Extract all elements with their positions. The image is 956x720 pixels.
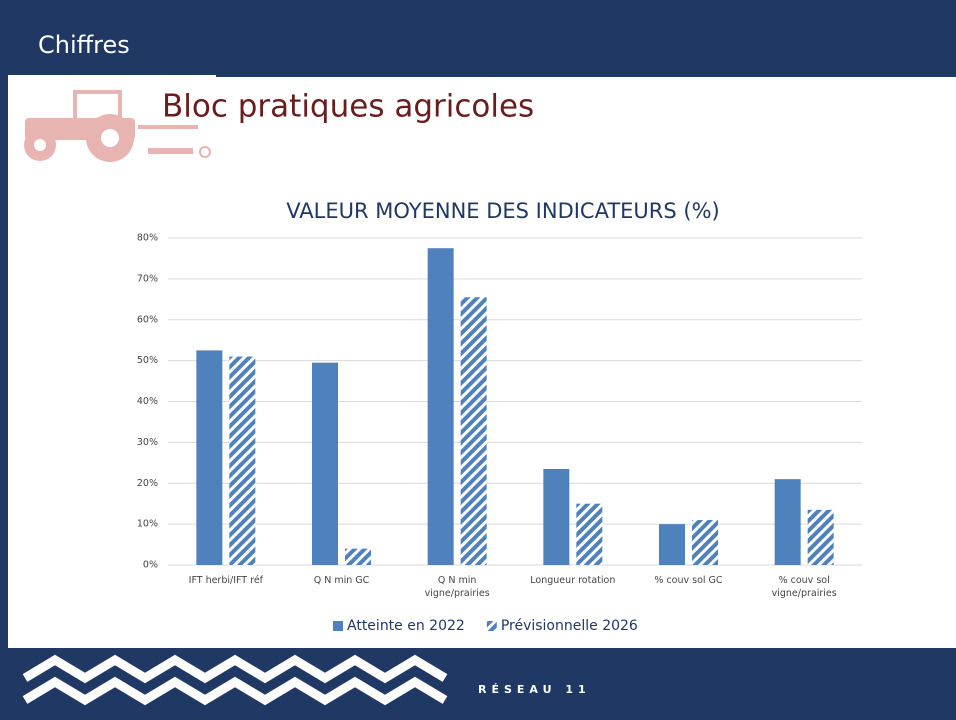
y-tick-label: 0% xyxy=(143,560,158,571)
bar xyxy=(659,524,685,565)
y-tick-label: 50% xyxy=(137,355,158,366)
legend-label: Atteinte en 2022 xyxy=(347,618,465,634)
x-tick-label: IFT herbi/IFT réf xyxy=(188,575,264,586)
footer-zigzag xyxy=(22,654,448,684)
footer-zigzag xyxy=(22,676,448,706)
left-border xyxy=(0,0,8,720)
bar xyxy=(807,509,834,565)
y-tick-label: 30% xyxy=(137,437,158,448)
x-tick-label: Q N min vigne/prairies xyxy=(424,575,490,599)
bar xyxy=(692,520,718,565)
bar xyxy=(427,248,454,565)
bar xyxy=(460,297,487,565)
bar xyxy=(345,548,371,565)
y-tick-label: 60% xyxy=(137,314,158,325)
y-tick-label: 40% xyxy=(137,396,158,407)
y-tick-label: 10% xyxy=(137,519,158,530)
slide-title: Bloc pratiques agricoles xyxy=(162,89,534,125)
bar xyxy=(196,350,223,565)
legend-swatch xyxy=(486,621,497,631)
bar xyxy=(543,468,570,565)
y-tick-label: 80% xyxy=(137,233,158,244)
bar xyxy=(229,356,256,565)
tractor-icon xyxy=(24,90,211,162)
legend-label: Prévisionnelle 2026 xyxy=(501,618,638,634)
bar xyxy=(576,503,603,565)
chart-title: VALEUR MOYENNE DES INDICATEURS (%) xyxy=(286,199,719,223)
x-tick-label: % couv sol GC xyxy=(654,575,723,586)
x-tick-label: Longueur rotation xyxy=(530,575,616,586)
y-tick-label: 20% xyxy=(137,478,158,489)
y-tick-label: 70% xyxy=(137,273,158,284)
bar xyxy=(312,362,338,565)
header-bar xyxy=(0,0,956,77)
footer-bar xyxy=(0,648,956,720)
header-underline xyxy=(8,75,216,78)
footer-logo: RÉSEAU 11 xyxy=(478,683,591,696)
legend-swatch xyxy=(333,621,343,631)
x-tick-label: % couv sol vigne/prairies xyxy=(771,575,837,599)
section-title: Chiffres xyxy=(38,31,130,59)
x-tick-label: Q N min GC xyxy=(313,575,370,586)
bar xyxy=(774,479,801,565)
